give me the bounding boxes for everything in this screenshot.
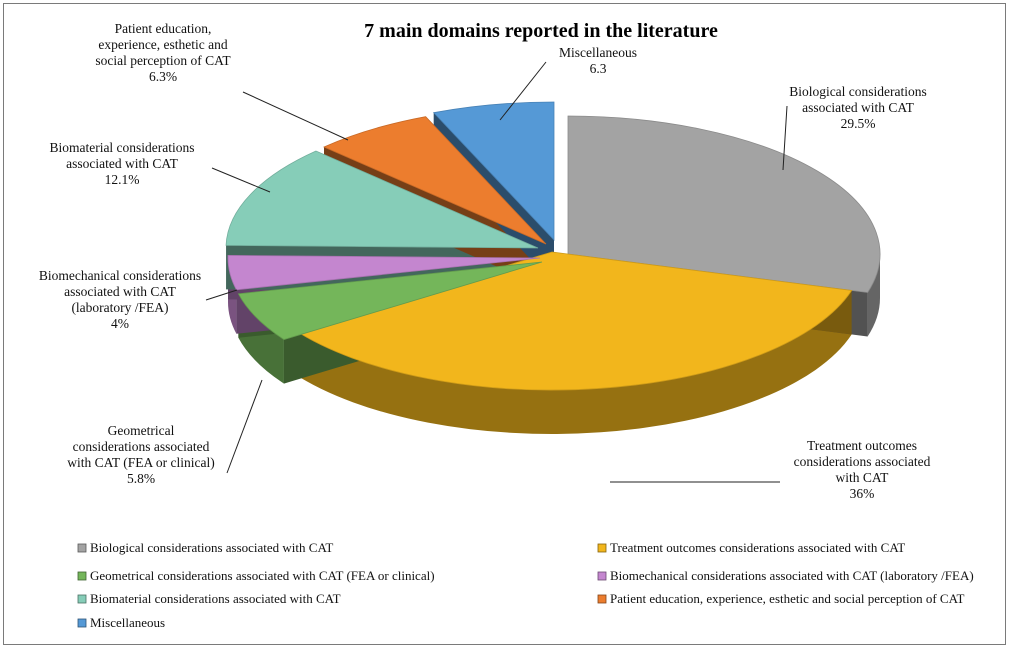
leader-line-6 — [242, 91, 349, 141]
legend-swatch-3 — [77, 571, 87, 581]
slice-label-3-line-3: with CAT (FEA or clinical) — [67, 455, 215, 470]
slice-label-2-line-1: Treatment outcomes — [807, 438, 917, 453]
slice-label-3-line-4: 5.8% — [127, 471, 155, 486]
leader-line-4 — [205, 289, 238, 301]
legend-swatch-1 — [77, 543, 87, 553]
slice-label-5-line-1: Biomaterial considerations — [49, 140, 194, 155]
slice-label-2-line-2: considerations associated — [794, 454, 931, 469]
slice-label-4-line-4: 4% — [111, 316, 129, 331]
slice-side-2 — [293, 290, 852, 435]
legend-label-4: Biomechanical considerations associated … — [610, 568, 974, 583]
slice-label-6-line-3: social perception of CAT — [95, 53, 231, 68]
leader-line-5 — [211, 167, 271, 193]
slice-label-3-line-1: Geometrical — [108, 423, 175, 438]
leader-lines — [205, 61, 788, 483]
slice-label-6: Patient education, experience, esthetic a… — [95, 21, 231, 84]
slice-label-4-line-3: (laboratory /FEA) — [71, 300, 168, 315]
slice-2 — [293, 251, 853, 391]
slice-labels: Biological considerations associated with… — [39, 21, 931, 501]
legend-label-3: Geometrical considerations associated wi… — [90, 568, 435, 583]
legend: Biological considerations associated wit… — [77, 540, 974, 630]
slice-label-5: Biomaterial considerations associated wit… — [49, 140, 194, 187]
legend-label-6: Patient education, experience, esthetic … — [610, 591, 965, 606]
leader-line-7 — [499, 61, 547, 121]
slice-label-5-line-3: 12.1% — [105, 172, 140, 187]
slice-7 — [432, 101, 555, 242]
slice-label-2-line-4: 36% — [850, 486, 875, 501]
legend-swatch-7 — [77, 618, 87, 628]
legend-swatch-4 — [597, 571, 607, 581]
slice-label-2-line-3: with CAT — [836, 470, 890, 485]
slice-label-4: Biomechanical considerations associated w… — [39, 268, 201, 331]
leader-line-1 — [782, 105, 788, 171]
legend-swatch-6 — [597, 594, 607, 604]
slice-label-3-line-2: considerations associated — [73, 439, 210, 454]
slice-label-7: Miscellaneous 6.3 — [559, 45, 637, 76]
legend-swatch-5 — [77, 594, 87, 604]
slice-label-1-line-2: associated with CAT — [802, 100, 914, 115]
slice-label-7-line-2: 6.3 — [590, 61, 607, 76]
slice-1 — [567, 115, 881, 293]
legend-label-7: Miscellaneous — [90, 615, 165, 630]
slice-label-6-line-1: Patient education, — [115, 21, 212, 36]
slice-label-4-line-2: associated with CAT — [64, 284, 176, 299]
legend-swatch-2 — [597, 543, 607, 553]
slice-label-6-line-2: experience, esthetic and — [98, 37, 228, 52]
slice-3 — [237, 261, 543, 341]
slice-label-1: Biological considerations associated with… — [789, 84, 927, 131]
slice-label-6-line-4: 6.3% — [149, 69, 177, 84]
slice-label-1-line-3: 29.5% — [841, 116, 876, 131]
slice-label-7-line-1: Miscellaneous — [559, 45, 637, 60]
slice-label-5-line-2: associated with CAT — [66, 156, 178, 171]
slice-label-4-line-1: Biomechanical considerations — [39, 268, 201, 283]
slice-label-2: Treatment outcomes considerations associa… — [794, 438, 931, 501]
chart-title: 7 main domains reported in the literatur… — [364, 20, 718, 42]
slice-label-3: Geometrical considerations associated with… — [67, 423, 215, 486]
legend-label-2: Treatment outcomes considerations associ… — [610, 540, 905, 555]
slice-label-1-line-1: Biological considerations — [789, 84, 927, 99]
pie-slices — [225, 101, 881, 435]
slice-6 — [323, 116, 547, 245]
legend-label-5: Biomaterial considerations associated wi… — [90, 591, 341, 606]
slice-5 — [225, 150, 539, 249]
legend-label-1: Biological considerations associated wit… — [90, 540, 333, 555]
leader-line-3 — [226, 379, 263, 474]
